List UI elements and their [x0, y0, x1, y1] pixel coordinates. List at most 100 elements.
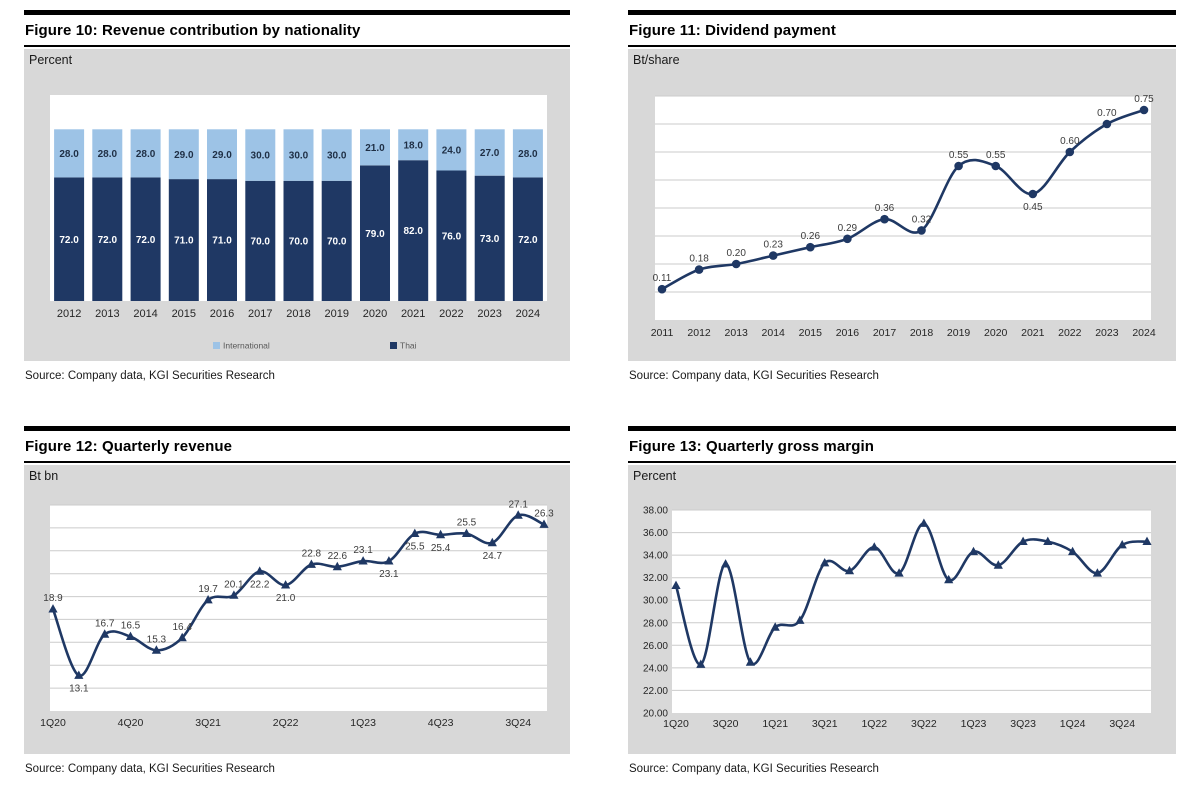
data-point-label: 0.75	[1134, 94, 1154, 105]
x-tick-label: 2021	[401, 308, 425, 320]
data-point-label: 0.11	[653, 273, 672, 284]
bar-segment	[474, 129, 505, 176]
data-point-marker	[1018, 536, 1028, 545]
data-point-marker	[358, 556, 368, 565]
data-point-label: 23.1	[379, 569, 399, 580]
figure-10-source: Source: Company data, KGI Securities Res…	[25, 370, 275, 382]
figure-11-chart-panel: Bt/share 0.11 0.18 0.20 0.23 0.26 0.29 0.36 0.3…	[628, 49, 1176, 361]
x-tick-label: 3Q23	[1010, 718, 1036, 730]
data-point-label: 24.7	[483, 551, 503, 562]
bar-segment	[321, 129, 352, 181]
x-tick-label: 1Q23	[350, 717, 376, 729]
figure-12-top-rule	[24, 426, 570, 431]
x-tick-label: 2020	[363, 308, 387, 320]
y-tick-label: 34.00	[643, 551, 668, 562]
figure-13-top-rule	[628, 426, 1176, 431]
data-point-label: 22.6	[328, 551, 348, 562]
bar-value-label: 24.0	[442, 146, 462, 157]
data-point-marker	[731, 259, 741, 269]
data-point-marker	[1092, 568, 1102, 577]
x-tick-label: 2018	[910, 327, 934, 339]
bar-segment	[283, 129, 314, 181]
bar-segment	[512, 177, 543, 301]
x-tick-label: 2023	[477, 308, 501, 320]
x-tick-label: 3Q24	[505, 717, 531, 729]
data-point-marker	[806, 242, 815, 252]
data-point-label: 0.55	[949, 150, 969, 161]
data-point-marker	[954, 161, 963, 171]
data-point-label: 15.3	[147, 634, 167, 645]
data-point-marker	[880, 214, 889, 224]
figure-11-chart-canvas: 0.11 0.18 0.20 0.23 0.26 0.29 0.36 0.32 0.55 0.55…	[651, 94, 1156, 339]
x-tick-label: 2020	[984, 327, 1008, 339]
data-point-label: 0.23	[763, 240, 783, 251]
data-point-marker	[968, 546, 979, 556]
figure-13-title: Figure 13: Quarterly gross margin	[629, 438, 875, 455]
data-point-marker	[993, 560, 1003, 569]
bar-value-label: 70.0	[289, 237, 309, 248]
bar-value-label: 79.0	[365, 229, 385, 240]
x-tick-label: 2013	[725, 327, 749, 339]
data-point-marker	[203, 595, 213, 604]
figure-13-source: Source: Company data, KGI Securities Res…	[629, 763, 879, 775]
data-point-label: 20.1	[224, 579, 244, 590]
bar-value-label: 28.0	[518, 149, 538, 160]
x-tick-label: 2018	[286, 308, 310, 320]
bar-segment	[398, 160, 429, 301]
y-tick-label: 20.00	[643, 709, 668, 720]
x-tick-label: 1Q22	[861, 718, 887, 730]
x-tick-label: 2023	[1095, 327, 1119, 339]
bar-value-label: 76.0	[442, 231, 462, 242]
x-tick-label: 3Q22	[911, 718, 937, 730]
data-point-marker	[177, 632, 187, 642]
x-tick-label: 4Q20	[118, 717, 144, 729]
bar-segment	[92, 177, 123, 301]
x-tick-label: 2016	[210, 308, 234, 320]
bar-segment	[436, 129, 467, 171]
data-point-marker	[513, 510, 523, 519]
figure-13-unit-label: Percent	[633, 469, 677, 483]
data-point-label: 22.2	[250, 579, 270, 590]
figure-12-unit-label: Bt bn	[29, 469, 59, 483]
bar-segment	[54, 177, 85, 301]
x-tick-label: 1Q21	[762, 718, 788, 730]
data-point-marker	[74, 670, 84, 679]
bar-value-label: 72.0	[518, 235, 538, 246]
figure-10-title: Figure 10: Revenue contribution by natio…	[25, 22, 361, 39]
figure-10-chart-canvas: 72.0 28.0 2012 72.0 28.0 2013 72.0 28.0 2014 71.0…	[50, 95, 547, 351]
bar-segment	[92, 129, 123, 178]
figure-13-chart-canvas: 20.00 22.00 24.00 26.00 28.00 30.00 32.00 34.00…	[643, 506, 1152, 730]
legend-swatch	[213, 342, 220, 349]
bar-segment	[207, 179, 237, 301]
data-point-label: 0.18	[689, 254, 709, 265]
data-point-label: 0.26	[801, 231, 821, 242]
figure-11-title-rule	[628, 45, 1176, 47]
data-point-marker	[745, 657, 755, 666]
bar-value-label: 72.0	[136, 235, 156, 246]
x-tick-label: 4Q23	[428, 717, 454, 729]
data-point-label: 0.32	[912, 214, 932, 225]
figure-12-chart-panel: Bt bn 18.9 13.1 16.7 16.5 15.3 16.4 19.7 20.1 22…	[24, 465, 570, 754]
data-point-label: 25.5	[457, 518, 477, 529]
bar-value-label: 21.0	[365, 143, 385, 154]
figure-11-top-rule	[628, 10, 1176, 15]
data-point-marker	[1028, 189, 1038, 199]
bar-value-label: 73.0	[480, 234, 500, 245]
bar-segment	[130, 177, 161, 301]
bar-segment	[245, 129, 276, 181]
x-tick-label: 2014	[133, 308, 157, 320]
figure-12-block: Figure 12: Quarterly revenue Bt bn 18.9 1…	[24, 426, 570, 775]
figure-12-title-rule	[24, 461, 570, 463]
x-tick-label: 2021	[1021, 327, 1045, 339]
bar-segment	[398, 129, 429, 161]
bar-segment	[54, 129, 85, 178]
bar-segment	[436, 170, 467, 301]
figure-10-unit-label: Percent	[29, 53, 73, 67]
data-point-marker	[229, 590, 239, 599]
bar-value-label: 82.0	[403, 226, 423, 237]
data-point-marker	[770, 622, 780, 631]
figure-10-top-rule	[24, 10, 570, 15]
y-tick-label: 24.00	[643, 663, 668, 674]
data-point-marker	[48, 604, 58, 613]
